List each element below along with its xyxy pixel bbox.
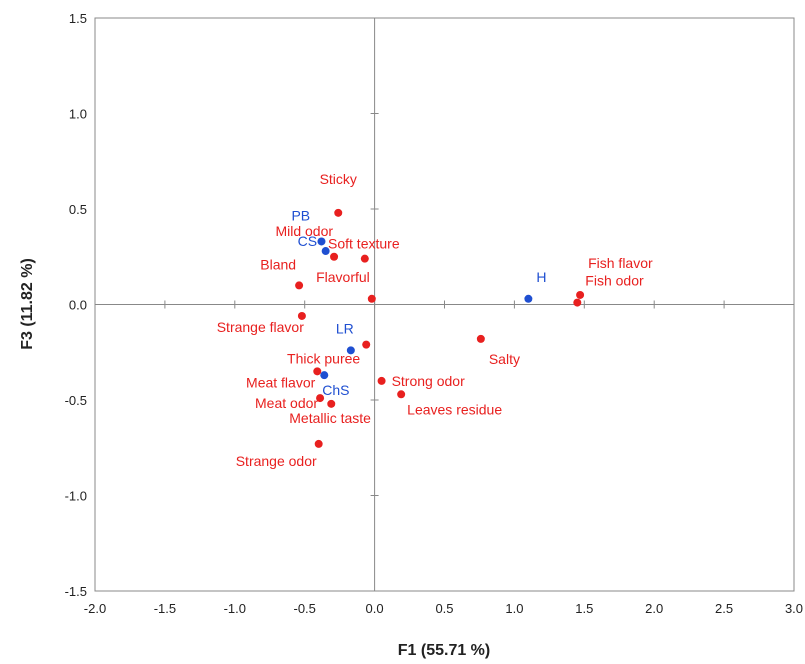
point-label-metallic-taste: Metallic taste [289,410,371,426]
point-bland [295,281,304,290]
point-fish-odor [573,298,582,307]
point-label-flavorful: Flavorful [316,269,370,285]
point-soft-texture [360,254,369,263]
y-tick-label: 0.0 [69,298,87,313]
point-label-salty: Salty [489,351,520,367]
point-flavorful [367,294,376,303]
point-label-mild-odor: Mild odor [275,223,333,239]
point-h [524,294,533,303]
point-strong-odor [377,376,386,385]
point-thick-puree [362,340,371,349]
x-tick-label: 0.0 [366,601,384,616]
point-cs [321,247,330,256]
y-tick-label: -1.5 [65,584,87,599]
point-meat-flavor [313,367,322,376]
y-axis-title: F3 (11.82 %) [19,258,36,350]
y-tick-labels: 1.5 1.0 0.5 0.0 -0.5 -1.0 -1.5 [65,11,379,599]
point-label-meat-odor: Meat odor [255,395,318,411]
point-label-h: H [536,269,546,285]
point-leaves-residue [397,390,406,399]
point-sticky [334,208,343,217]
y-tick-label: 1.0 [69,107,87,122]
x-tick-label: 3.0 [785,601,803,616]
point-lr [346,346,355,355]
observations-series: PB CS H LR ChS [291,207,546,398]
x-tick-label: -0.5 [293,601,315,616]
point-salty [476,334,485,343]
point-label-strong-odor: Strong odor [392,373,465,389]
y-tick-label: -1.0 [65,489,87,504]
x-tick-label: 1.0 [505,601,523,616]
point-label-lr: LR [336,320,354,336]
x-tick-label: 0.5 [435,601,453,616]
x-tick-labels: -2.0 -1.5 -1.0 -0.5 0.0 0.5 1.0 1.5 2.0 2.5 3.0 [84,300,803,616]
point-fish-flavor [576,290,585,299]
x-tick-label: -1.0 [224,601,246,616]
point-label-leaves-residue: Leaves residue [407,401,502,417]
point-label-cs: CS [298,233,317,249]
point-meat-odor [316,394,325,403]
point-label-strange-flavor: Strange flavor [217,319,304,335]
y-tick-label: 1.5 [69,11,87,26]
point-pb [317,237,326,246]
x-tick-label: 2.5 [715,601,733,616]
point-label-soft-texture: Soft texture [328,236,400,252]
point-label-chs: ChS [322,382,349,398]
point-label-sticky: Sticky [320,171,357,187]
point-strange-flavor [297,311,306,320]
point-label-thick-puree: Thick puree [287,351,360,367]
point-metallic-taste [327,399,336,408]
point-label-bland: Bland [260,256,296,272]
point-strange-odor [314,439,323,448]
x-tick-label: 2.0 [645,601,663,616]
point-label-strange-odor: Strange odor [236,453,317,469]
x-tick-label: 1.5 [575,601,593,616]
point-label-pb: PB [291,207,310,223]
point-label-meat-flavor: Meat flavor [246,374,316,390]
y-tick-label: 0.5 [69,202,87,217]
x-axis-title: F1 (55.71 %) [398,642,490,659]
x-tick-label: -2.0 [84,601,106,616]
point-label-fish-odor: Fish odor [585,273,644,289]
point-mild-odor [330,252,339,261]
y-tick-label: -0.5 [65,393,87,408]
point-label-fish-flavor: Fish flavor [588,255,653,271]
point-chs [320,371,329,380]
x-tick-label: -1.5 [154,601,176,616]
